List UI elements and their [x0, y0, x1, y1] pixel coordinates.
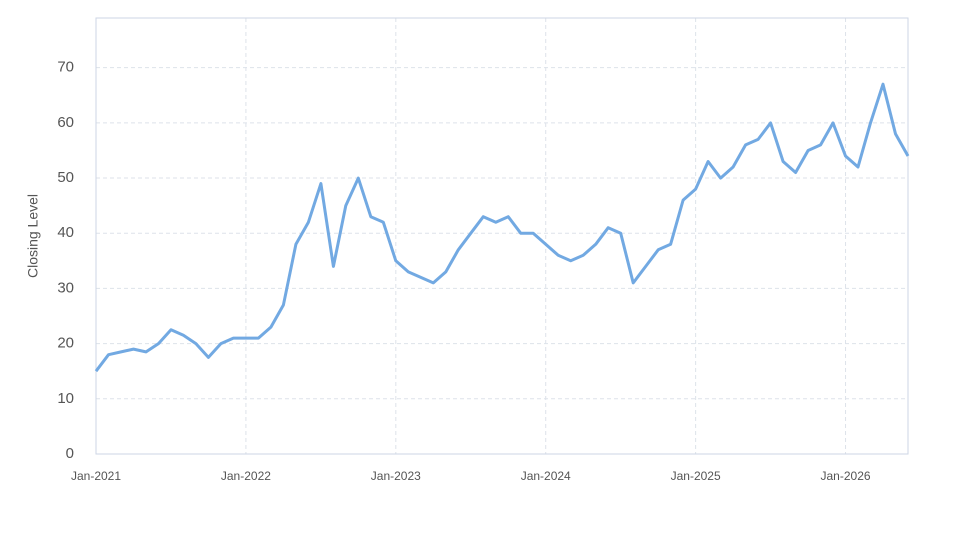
plot-border	[95, 17, 909, 455]
y-tick-label: 70	[57, 59, 74, 76]
x-tick-label: Jan-2024	[521, 469, 571, 483]
line	[94, 82, 910, 373]
x-tick-label: Jan-2026	[821, 469, 871, 483]
y-tick-label: 50	[57, 169, 74, 186]
x-tick-label: Jan-2021	[71, 469, 121, 483]
y-tick-label: 40	[57, 224, 74, 241]
x-tick-label: Jan-2025	[671, 469, 721, 483]
x-tick-label: Jan-2023	[371, 469, 421, 483]
y-axis-label: Closing Level	[25, 194, 41, 278]
x-tick-label: Jan-2022	[221, 469, 271, 483]
y-tick-label: 60	[57, 114, 74, 131]
y-tick-label: 10	[57, 390, 74, 407]
y-tick-label: 20	[57, 335, 74, 352]
y-tick-label: 30	[57, 279, 74, 296]
y-tick-label: 0	[66, 445, 74, 462]
